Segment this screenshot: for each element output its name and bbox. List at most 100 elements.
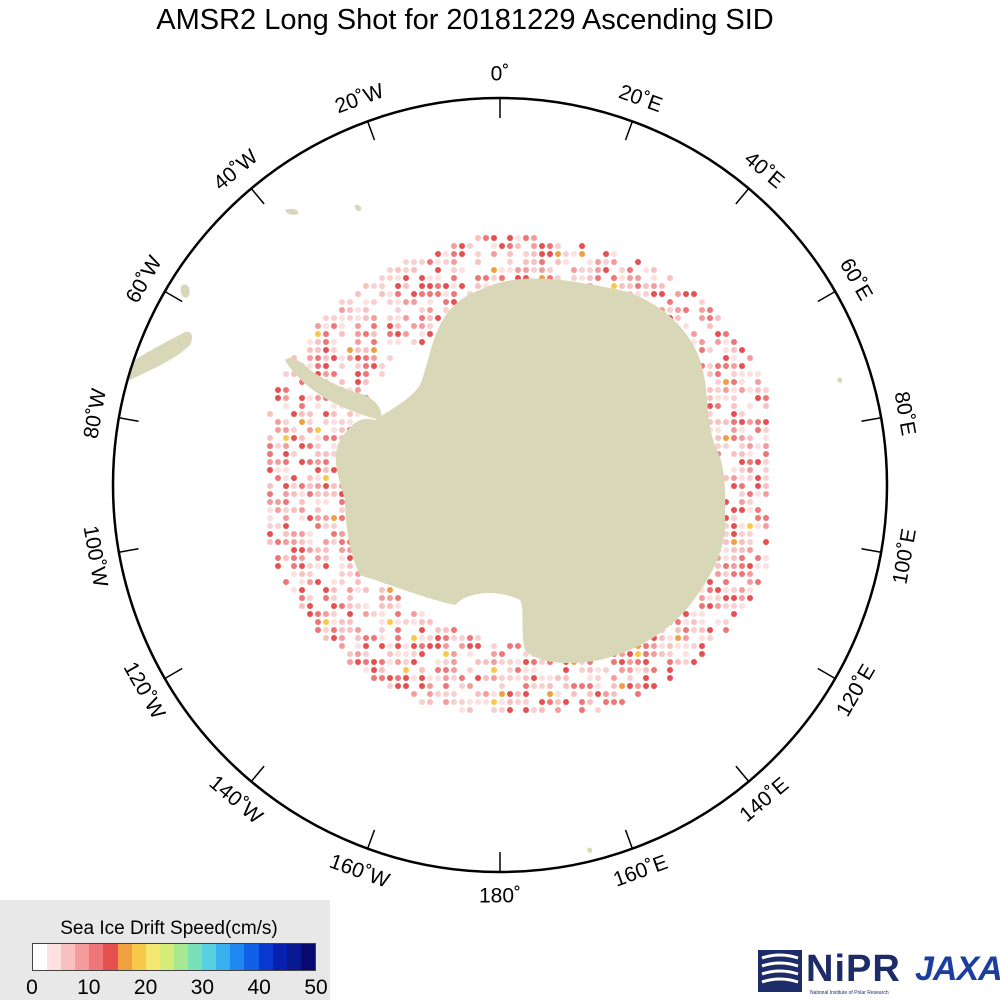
drift-dot	[379, 675, 385, 681]
drift-dot	[611, 691, 617, 697]
drift-dot	[715, 443, 721, 449]
drift-dot	[635, 651, 641, 657]
drift-dot	[595, 267, 601, 273]
drift-dot	[339, 315, 345, 321]
drift-dot	[475, 635, 481, 641]
drift-dot	[299, 499, 305, 505]
drift-dot	[603, 251, 609, 257]
drift-dot	[443, 251, 449, 257]
longitude-tick	[366, 829, 376, 849]
legend-title: Sea Ice Drift Speed(cm/s)	[60, 918, 278, 939]
drift-dot	[555, 707, 561, 713]
drift-dot	[371, 363, 377, 369]
drift-dot	[747, 419, 753, 425]
drift-dot	[323, 347, 329, 353]
drift-dot	[579, 267, 585, 273]
drift-dot	[731, 555, 737, 561]
drift-dot	[739, 507, 745, 513]
drift-dot	[739, 531, 745, 537]
drift-dot	[347, 587, 353, 593]
drift-dot	[299, 411, 305, 417]
drift-dot	[467, 699, 473, 705]
drift-dot	[723, 387, 729, 393]
drift-dot	[355, 315, 361, 321]
drift-dot	[443, 283, 449, 289]
drift-dot	[475, 675, 481, 681]
drift-dot	[307, 571, 313, 577]
drift-dot	[419, 651, 425, 657]
drift-dot	[339, 299, 345, 305]
drift-dot	[339, 355, 345, 361]
drift-dot	[323, 635, 329, 641]
drift-dot	[291, 483, 297, 489]
drift-dot	[523, 691, 529, 697]
drift-dot	[755, 579, 761, 585]
drift-dot	[347, 355, 353, 361]
drift-dot	[723, 627, 729, 633]
drift-dot	[547, 267, 553, 273]
drift-dot	[435, 251, 441, 257]
drift-dot	[283, 499, 289, 505]
drift-dot	[387, 275, 393, 281]
drift-dot	[627, 283, 633, 289]
drift-dot	[291, 571, 297, 577]
nipr-logo-icon	[758, 950, 802, 992]
drift-dot	[363, 603, 369, 609]
drift-dot	[707, 403, 713, 409]
drift-dot	[299, 531, 305, 537]
drift-dot	[387, 651, 393, 657]
drift-dot	[707, 603, 713, 609]
drift-dot	[691, 331, 697, 337]
drift-dot	[419, 275, 425, 281]
longitude-tick	[735, 765, 750, 782]
drift-dot	[283, 371, 289, 377]
legend-color-swatch	[173, 944, 189, 970]
drift-dot	[267, 459, 273, 465]
drift-dot	[603, 691, 609, 697]
drift-dot	[611, 659, 617, 665]
drift-dot	[331, 411, 337, 417]
drift-dot	[667, 307, 673, 313]
drift-dot	[355, 323, 361, 329]
drift-dot	[531, 683, 537, 689]
drift-dot	[739, 387, 745, 393]
drift-dot	[539, 259, 545, 265]
drift-dot	[323, 371, 329, 377]
drift-dot	[307, 531, 313, 537]
drift-dot	[499, 267, 505, 273]
drift-dot	[331, 515, 337, 521]
drift-dot	[379, 595, 385, 601]
drift-dot	[379, 643, 385, 649]
drift-dot	[315, 339, 321, 345]
drift-dot	[691, 627, 697, 633]
south-america-tip	[127, 331, 193, 380]
drift-dot	[411, 267, 417, 273]
drift-dot	[315, 323, 321, 329]
longitude-label: 160˚E	[610, 851, 671, 892]
drift-dot	[739, 595, 745, 601]
drift-dot	[299, 579, 305, 585]
drift-dot	[715, 339, 721, 345]
drift-dot	[315, 547, 321, 553]
drift-dot	[363, 651, 369, 657]
drift-dot	[731, 427, 737, 433]
drift-dot	[731, 379, 737, 385]
drift-dot	[747, 571, 753, 577]
drift-dot	[315, 347, 321, 353]
drift-dot	[339, 627, 345, 633]
drift-dot	[699, 299, 705, 305]
drift-dot	[443, 683, 449, 689]
drift-dot	[499, 675, 505, 681]
drift-dot	[435, 283, 441, 289]
drift-dot	[331, 339, 337, 345]
drift-dot	[475, 283, 481, 289]
drift-dot	[299, 395, 305, 401]
small-island	[354, 204, 362, 211]
drift-dot	[571, 275, 577, 281]
drift-dot	[547, 243, 553, 249]
drift-dot	[459, 283, 465, 289]
drift-dot	[323, 315, 329, 321]
drift-dot	[307, 547, 313, 553]
drift-dot	[339, 603, 345, 609]
drift-dot	[619, 683, 625, 689]
